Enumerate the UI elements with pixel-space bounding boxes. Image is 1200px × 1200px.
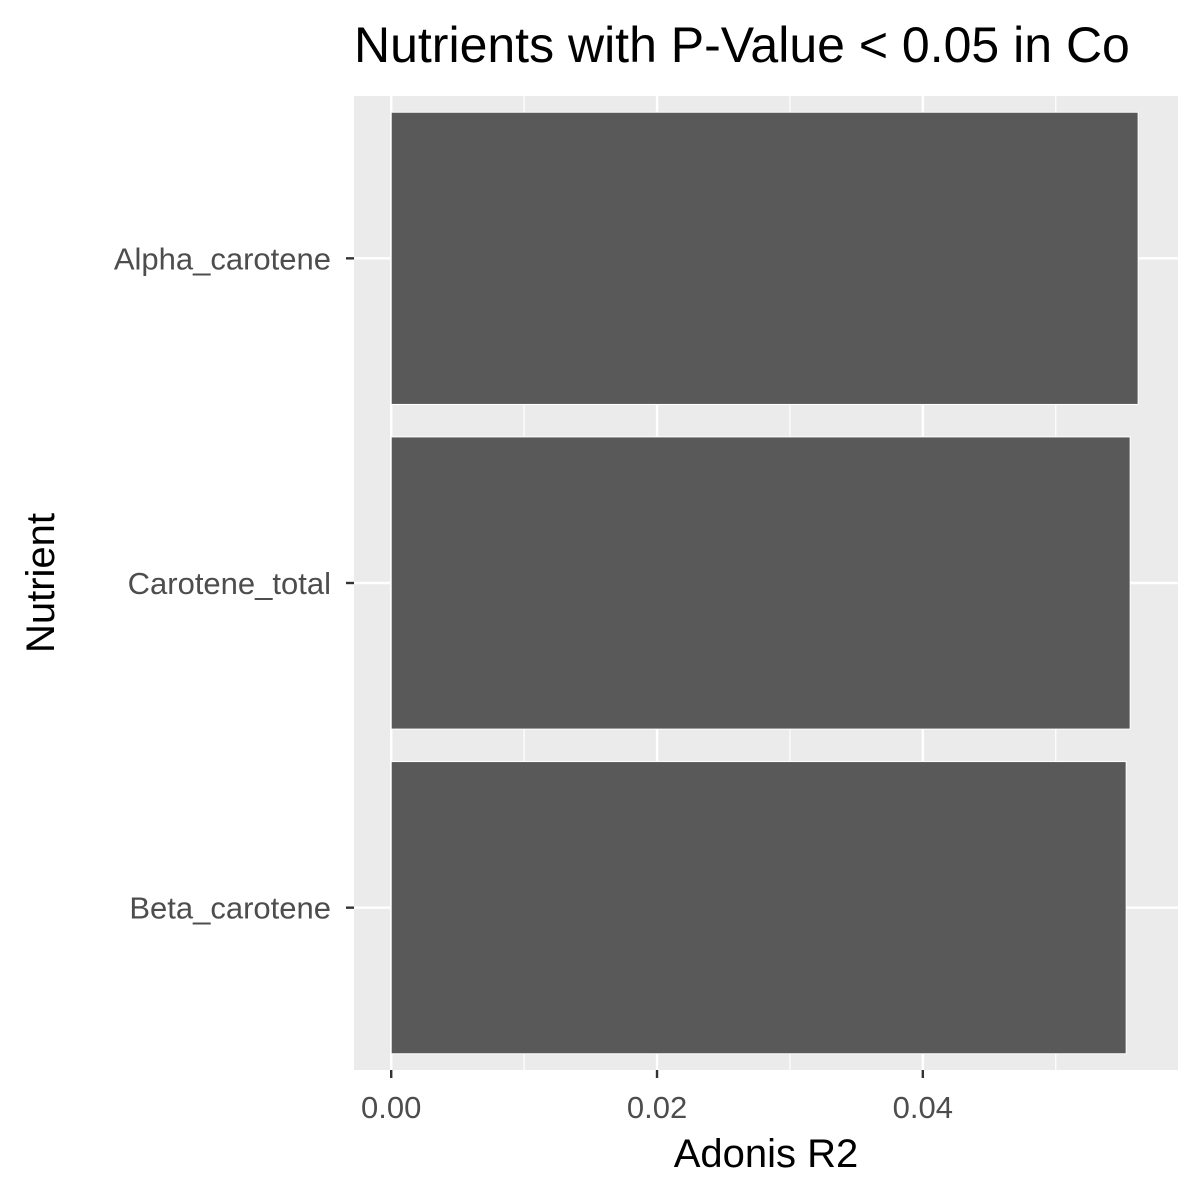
bar-carotene-total [390, 436, 1131, 730]
bar-beta-carotene [390, 761, 1127, 1055]
y-axis: Alpha_carotene Carotene_total Beta_caroten… [114, 241, 354, 926]
bars [390, 111, 1139, 1055]
bar-alpha-carotene [390, 111, 1139, 405]
chart-title: Nutrients with P-Value < 0.05 in Co [354, 17, 1130, 73]
x-axis-title: Adonis R2 [674, 1132, 859, 1176]
x-tick-label: 0.00 [361, 1090, 421, 1125]
x-axis: 0.00 0.02 0.04 [361, 1070, 953, 1125]
y-axis-title: Nutrient [19, 513, 63, 653]
y-tick-label: Alpha_carotene [114, 241, 331, 276]
x-tick-label: 0.04 [893, 1090, 953, 1125]
y-tick-label: Beta_carotene [129, 891, 331, 926]
x-tick-label: 0.02 [627, 1090, 687, 1125]
y-tick-label: Carotene_total [128, 566, 331, 601]
